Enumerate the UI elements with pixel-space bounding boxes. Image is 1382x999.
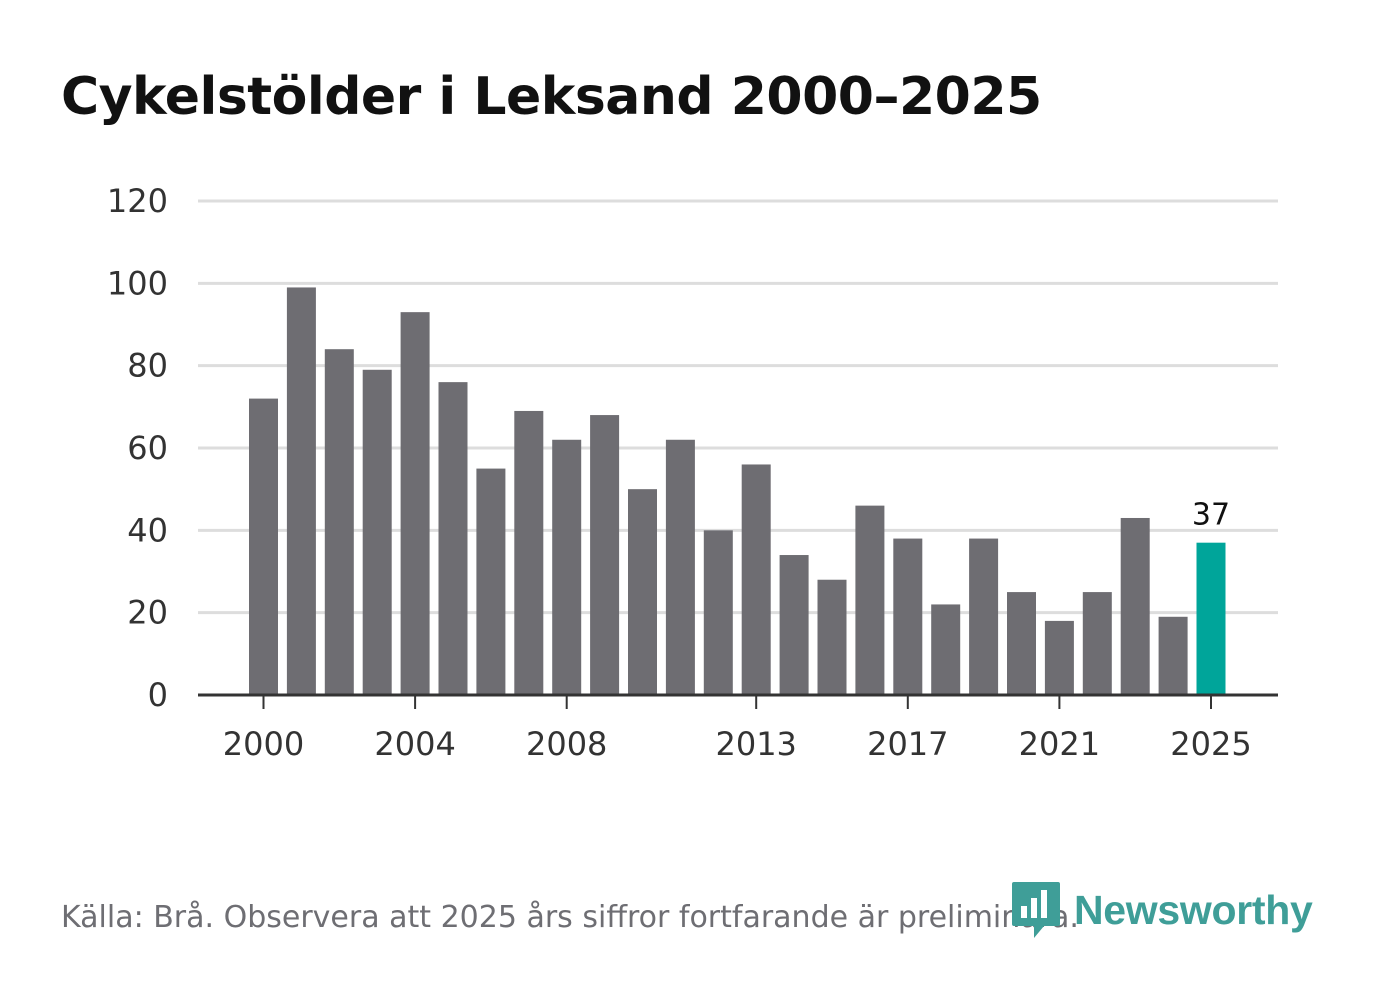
x-tick-label: 2017 <box>867 725 948 763</box>
bar-2014 <box>779 555 809 695</box>
bar-2010 <box>628 489 657 695</box>
y-tick-label: 60 <box>127 429 168 467</box>
bar-2018 <box>931 604 961 695</box>
x-tick-label: 2021 <box>1019 725 1100 763</box>
bar-2017 <box>893 538 923 695</box>
bar-2003 <box>362 369 392 695</box>
bar-2019 <box>969 538 999 695</box>
bar-2007 <box>514 410 544 695</box>
gridlines <box>198 199 1278 615</box>
bar-2025 <box>1196 542 1226 695</box>
source-note: Källa: Brå. Observera att 2025 års siffr… <box>61 900 1079 935</box>
brand-name: Newsworthy <box>1074 887 1313 933</box>
newsworthy-logo-icon <box>1012 882 1060 938</box>
bar-2021 <box>1044 620 1074 695</box>
y-tick-label: 40 <box>127 511 168 549</box>
x-tick-label: 2004 <box>374 725 455 763</box>
bar-2009 <box>590 415 620 695</box>
y-tick-label: 0 <box>148 676 168 714</box>
bar-2012 <box>703 530 733 695</box>
bar-value-label: 37 <box>1192 498 1230 533</box>
bar-2004 <box>400 312 430 695</box>
bars <box>249 287 1226 695</box>
chart-title: Cykelstölder i Leksand 2000–2025 <box>61 67 1042 127</box>
bar-2022 <box>1082 592 1112 695</box>
bar-2020 <box>1007 592 1036 695</box>
y-tick-label: 100 <box>107 264 168 302</box>
bar-2006 <box>476 468 506 695</box>
bar-2013 <box>741 464 771 695</box>
brand-logo: Newsworthy <box>1010 880 1313 940</box>
axes <box>198 693 1278 709</box>
bar-2024 <box>1158 616 1188 695</box>
labels: 0 20 40 60 80 100 120 37 2000 2004 2008 2013 2017 202… <box>107 182 1252 763</box>
bar-2000 <box>249 398 278 695</box>
bar-2023 <box>1120 517 1150 695</box>
bar-2016 <box>855 505 885 695</box>
y-tick-label: 120 <box>107 182 168 220</box>
y-tick-label: 20 <box>127 594 168 632</box>
bar-2002 <box>324 349 354 695</box>
bar-2015 <box>817 579 847 695</box>
bar-chart: 0 20 40 60 80 100 120 37 2000 2004 2008 2013 2017 202… <box>107 182 1278 763</box>
y-tick-label: 80 <box>127 347 168 385</box>
bar-2011 <box>665 439 695 695</box>
x-tick-label: 2008 <box>526 725 607 763</box>
x-tick-label: 2000 <box>223 725 304 763</box>
x-tick-label: 2013 <box>715 725 796 763</box>
bar-2008 <box>552 439 582 695</box>
bar-2005 <box>438 382 468 695</box>
bar-2001 <box>286 287 316 695</box>
x-tick-label: 2025 <box>1170 725 1251 763</box>
